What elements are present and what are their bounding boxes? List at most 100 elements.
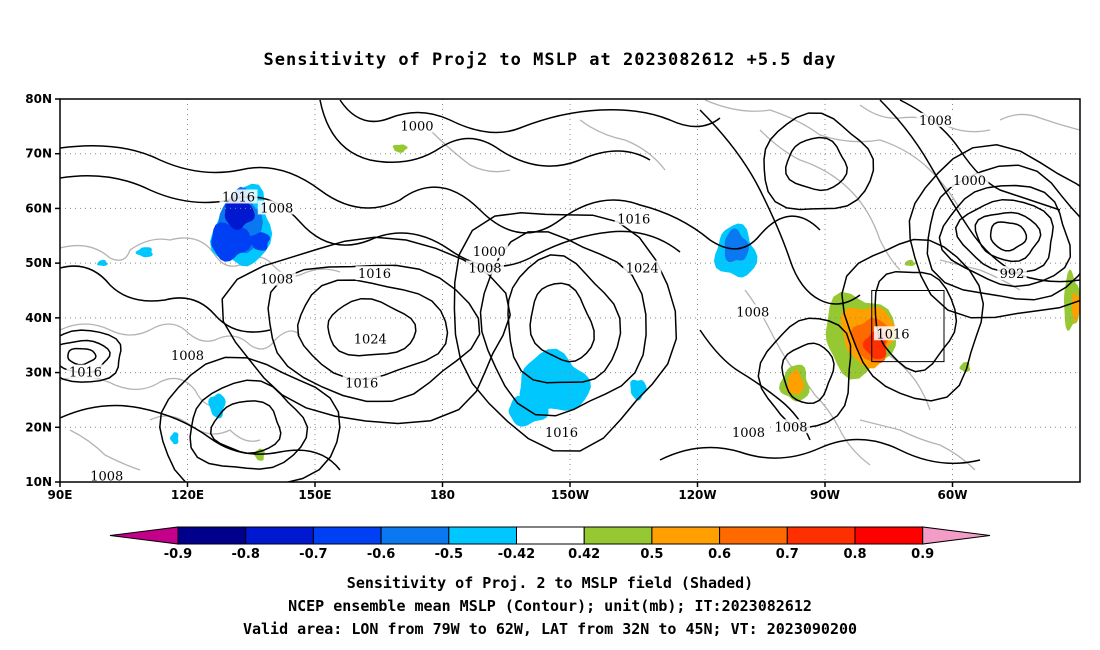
mslp-contour [209,400,282,454]
mslp-contour [529,282,595,363]
sensitivity-blob [135,247,153,258]
contour-label: 1008 [919,114,952,129]
sensitivity-blob [170,432,179,445]
contour-label-bg [351,331,390,346]
contour-label-bg [257,271,296,286]
mslp-contour [763,112,875,211]
colorbar-label: 0.7 [776,547,799,562]
coastline [859,419,976,471]
sensitivity-blob [224,199,255,231]
valid-area-rectangle [871,290,945,363]
coastline [999,113,1080,131]
lat-tick-label: 50N [25,256,52,270]
caption-contour: NCEP ensemble mean MSLP (Contour); unit(… [288,597,812,615]
mslp-contour [296,279,449,380]
mslp-contour [189,379,309,470]
sensitivity-blob [211,222,252,262]
mslp-contour [926,164,1080,301]
colorbar-swatch [380,526,450,545]
contour-label-bg [168,348,207,363]
mslp-contour [267,264,481,403]
colorbar-label: -0.7 [299,547,327,562]
mslp-contour [874,270,958,373]
colorbar-end-triangle-left [109,526,179,545]
lat-tick-label: 10N [25,475,52,489]
contour-label: 1008 [260,273,293,288]
colorbar-label: -0.6 [367,547,395,562]
contour-label: 1008 [171,349,204,364]
sensitivity-blob [392,144,408,153]
mslp-contour [908,144,1080,319]
colorbar-swatch [786,526,856,545]
lon-tick-label: 90E [48,488,73,502]
contour-label-bg [398,118,436,133]
coastline [704,99,961,211]
contour-label: 1016 [876,327,909,342]
mslp-contour [954,198,1054,274]
lon-tick-label: 150W [551,488,589,502]
mslp-contour [60,404,341,471]
sensitivity-blob [630,379,647,401]
colorbar: -0.9 -0.8 -0.7 -0.6 -0.5 -0.42 0.42 0.5 0.6 0.7 0.… [109,526,991,562]
colorbar-swatch [854,526,924,545]
colorbar-swatch [448,526,517,545]
contour-label: 1016 [358,267,391,282]
contour-label-bg [874,326,912,341]
contour-label-bg [623,260,662,275]
lat-tick-label: 70N [25,147,52,161]
sensitivity-blob [97,259,108,267]
colorbar-label: 0.8 [843,547,866,562]
lon-tick-label: 90W [810,488,840,502]
lon-tick-label: 150E [298,488,331,502]
contour-label: 1016 [545,426,578,441]
mslp-contour [974,211,1042,263]
lon-tick-label: 120E [171,488,204,502]
lon-tick-label: 180 [430,488,455,502]
contour-label-bg [66,364,105,379]
mslp-contour [453,212,678,452]
colorbar-swatch [516,526,585,545]
coastline [759,129,901,271]
contour-label: 1008 [90,470,123,485]
lat-tick-label: 20N [25,420,52,434]
caption-valid-area: Valid area: LON from 79W to 62W, LAT fro… [242,620,858,638]
lat-tick-label: 40N [25,311,52,325]
colorbar-swatch [719,526,788,545]
lon-tick-label: 60W [938,488,968,502]
sensitivity-blob [248,232,270,251]
coastline [69,429,141,471]
sensitivity-shading-layer [97,144,1080,461]
contour-label: 1008 [260,201,293,216]
mslp-contour [221,236,511,425]
contour-label-bg [342,375,381,390]
mslp-contour [479,231,647,417]
coastline [60,323,301,350]
coastline [429,129,511,173]
contour-label: 1016 [69,366,102,381]
mslp-contour [319,99,651,167]
contour-label: 1008 [468,262,501,277]
lon-tick-label: 120W [678,488,716,502]
mslp-contour [699,329,811,441]
coastline [939,259,1021,291]
colorbar-swatch [583,526,653,545]
sensitivity-blob [787,369,804,395]
mslp-contour [989,221,1028,252]
mslp-contour [841,238,985,402]
contour-label: 1000 [400,119,433,134]
contour-label-bg [542,424,581,439]
contour-label: 1016 [222,190,255,205]
contour-label: 1016 [617,212,650,227]
colorbar-label: -0.42 [498,547,535,562]
sensitivity-blob [724,228,749,262]
colorbar-label: -0.8 [231,547,259,562]
contour-label-bg [733,304,772,319]
contour-label-layer: 1000 1016 1008 1008 1016 1024 1016 1000 1008 1016… [66,112,1027,485]
colorbar-label: 0.42 [568,547,600,562]
colorbar-end-triangle-right [922,526,991,545]
lat-tick-label: 80N [25,92,52,106]
contour-label-bg [466,260,504,275]
contour-label-bg [219,189,258,204]
mslp-contour [757,317,852,429]
